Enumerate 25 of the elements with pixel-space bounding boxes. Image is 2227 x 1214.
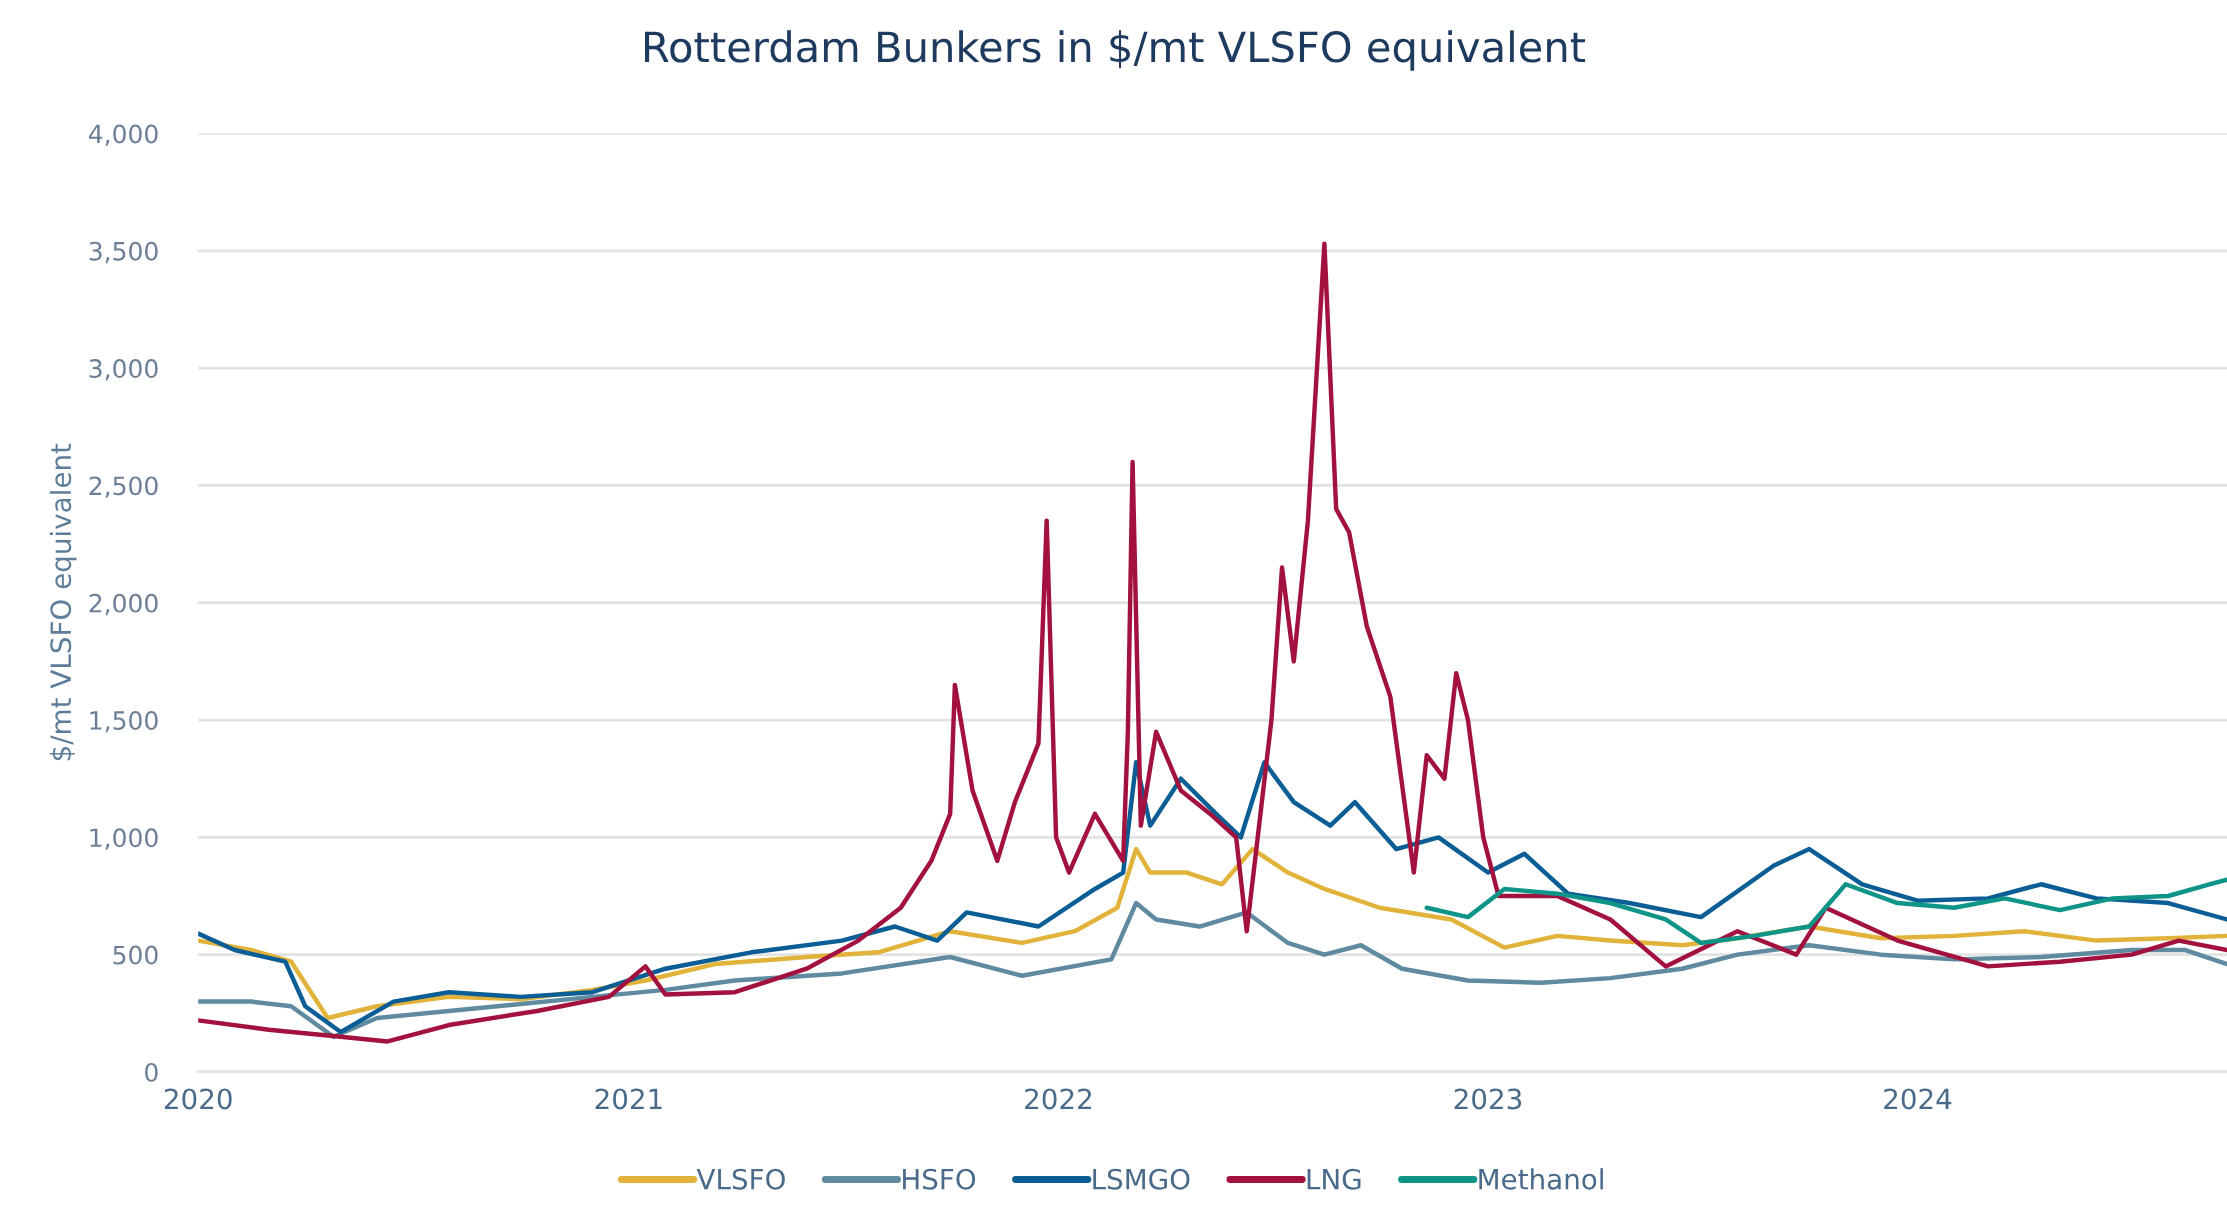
line-series [198, 900, 2227, 1039]
legend-label: HSFO [903, 1168, 976, 1190]
x-tick-label: 2021 [595, 1088, 662, 1110]
y-tick-label: 1,000 [90, 828, 158, 850]
legend-label: VLSFO [696, 1168, 785, 1190]
x-tick-label: 2024 [1884, 1088, 1952, 1110]
legend-label: LNG [1307, 1168, 1361, 1190]
y-tick-label: 1,500 [90, 711, 158, 733]
y-tick-label: 4,000 [88, 124, 158, 146]
legend-label: Methanol [1479, 1168, 1603, 1190]
line-series [198, 241, 2227, 1044]
x-tick-label: 2022 [1025, 1088, 1091, 1110]
y-tick-label: 3,000 [89, 359, 158, 381]
y-tick-label: 2,000 [89, 593, 158, 616]
y-tick-label: 3,500 [89, 241, 158, 264]
chart-title: Rotterdam Bunkers in $/mt VLSFO equivalent [645, 30, 1586, 71]
line-series [198, 760, 2227, 1035]
y-tick-label: 0 [145, 1062, 158, 1082]
y-tick-label: 500 [113, 945, 158, 965]
line-series [1424, 877, 2227, 946]
y-axis-title: $/mt VLSFO equivalent [49, 443, 77, 761]
x-tick-label: 2023 [1454, 1088, 1522, 1110]
x-tick-label: 2020 [164, 1088, 232, 1110]
y-tick-label: 2,500 [89, 476, 158, 498]
legend-label: LSMGO [1093, 1168, 1190, 1190]
